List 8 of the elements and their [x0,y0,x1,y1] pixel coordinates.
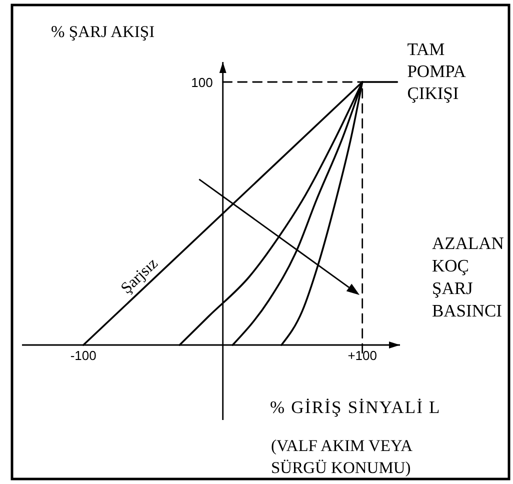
x-axis-title: % GİRİŞ SİNYALİ L [270,397,441,417]
x-tick-label: +100 [348,348,377,363]
y-axis-title: % ŞARJ AKIŞI [51,22,155,41]
annotation: TAM POMPA ÇIKIŞI [407,39,466,103]
annotation: 100 [191,74,213,90]
text: (VALF AKIM VEYA SÜRGÜ KONUMU) [271,436,413,477]
text: AZALAN KOÇ ŞARJ BASINCI [432,233,504,320]
x-tick-label: -100 [70,348,96,363]
